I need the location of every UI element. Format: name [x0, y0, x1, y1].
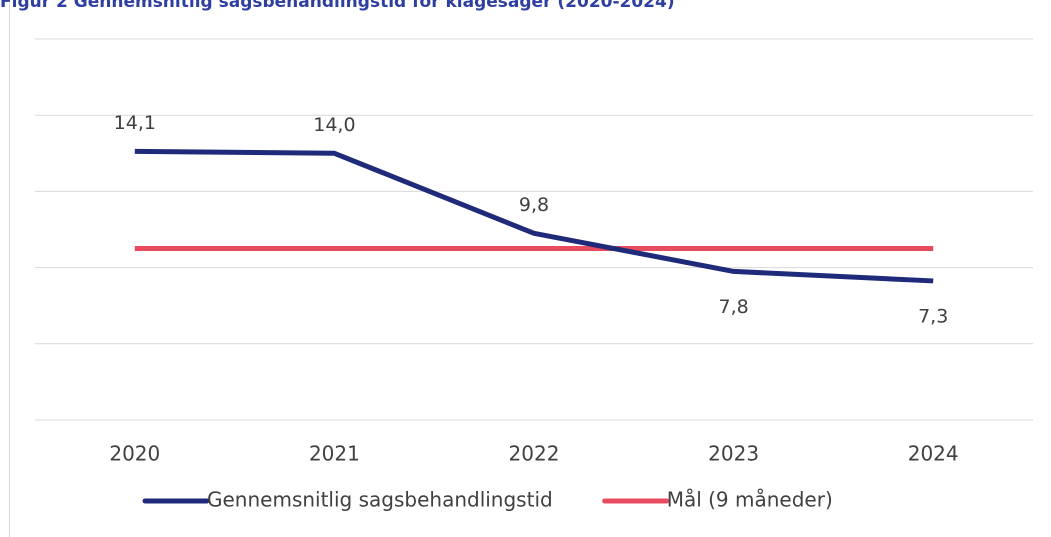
- x-tick-label: 2021: [309, 442, 360, 466]
- data-label: 9,8: [519, 194, 549, 216]
- legend-label: Gennemsnitlig sagsbehandlingstid: [207, 488, 553, 512]
- data-label: 7,8: [718, 296, 748, 318]
- data-label: 7,3: [918, 305, 948, 327]
- data-label: 14,1: [114, 112, 156, 134]
- x-tick-label: 2024: [908, 442, 959, 466]
- x-tick-label: 2023: [708, 442, 759, 466]
- series-line: [134, 148, 934, 284]
- x-tick-label: 2022: [509, 442, 560, 466]
- data-label: 14,0: [313, 114, 355, 136]
- chart-title: Figur 2 Gennemsnitlig sagsbehandlingstid…: [0, 0, 675, 12]
- x-tick-label: 2020: [109, 442, 160, 466]
- legend-label: Mål (9 måneder): [667, 488, 833, 512]
